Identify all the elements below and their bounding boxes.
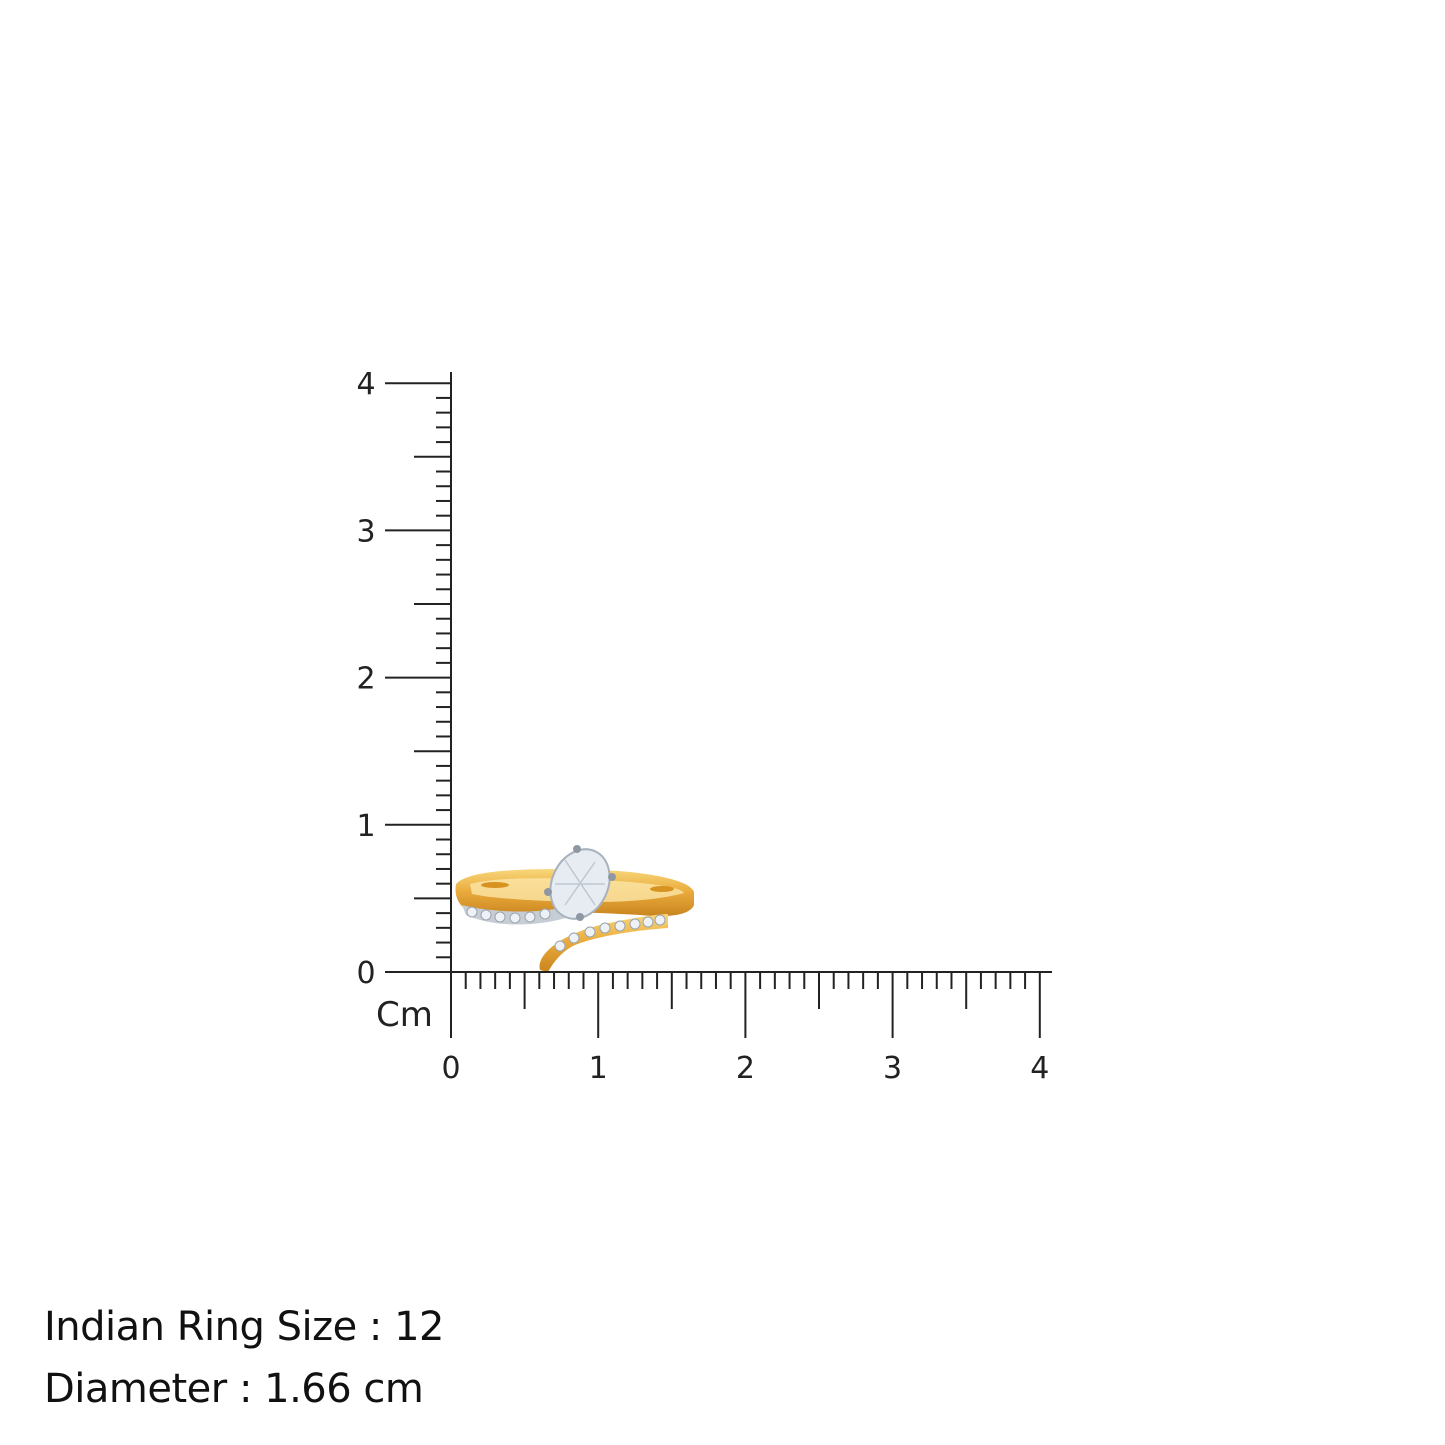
x-tick-label: 0: [441, 1051, 460, 1086]
y-tick-label: 0: [356, 956, 375, 991]
ring-image: [455, 845, 694, 972]
ring-size-text: Indian Ring Size : 12: [44, 1304, 445, 1350]
x-tick-label: 2: [736, 1051, 755, 1086]
y-tick-label: 2: [356, 662, 375, 697]
unit-label: Cm: [376, 995, 433, 1035]
x-tick-label: 1: [589, 1051, 608, 1086]
y-tick-label: 4: [356, 367, 375, 402]
diameter-text: Diameter : 1.66 cm: [44, 1366, 424, 1412]
ruler-ticks: [385, 382, 1041, 1038]
y-tick-label: 1: [356, 809, 375, 844]
x-tick-label: 4: [1030, 1051, 1049, 1086]
y-tick-label: 3: [356, 514, 375, 549]
x-tick-label: 3: [883, 1051, 902, 1086]
